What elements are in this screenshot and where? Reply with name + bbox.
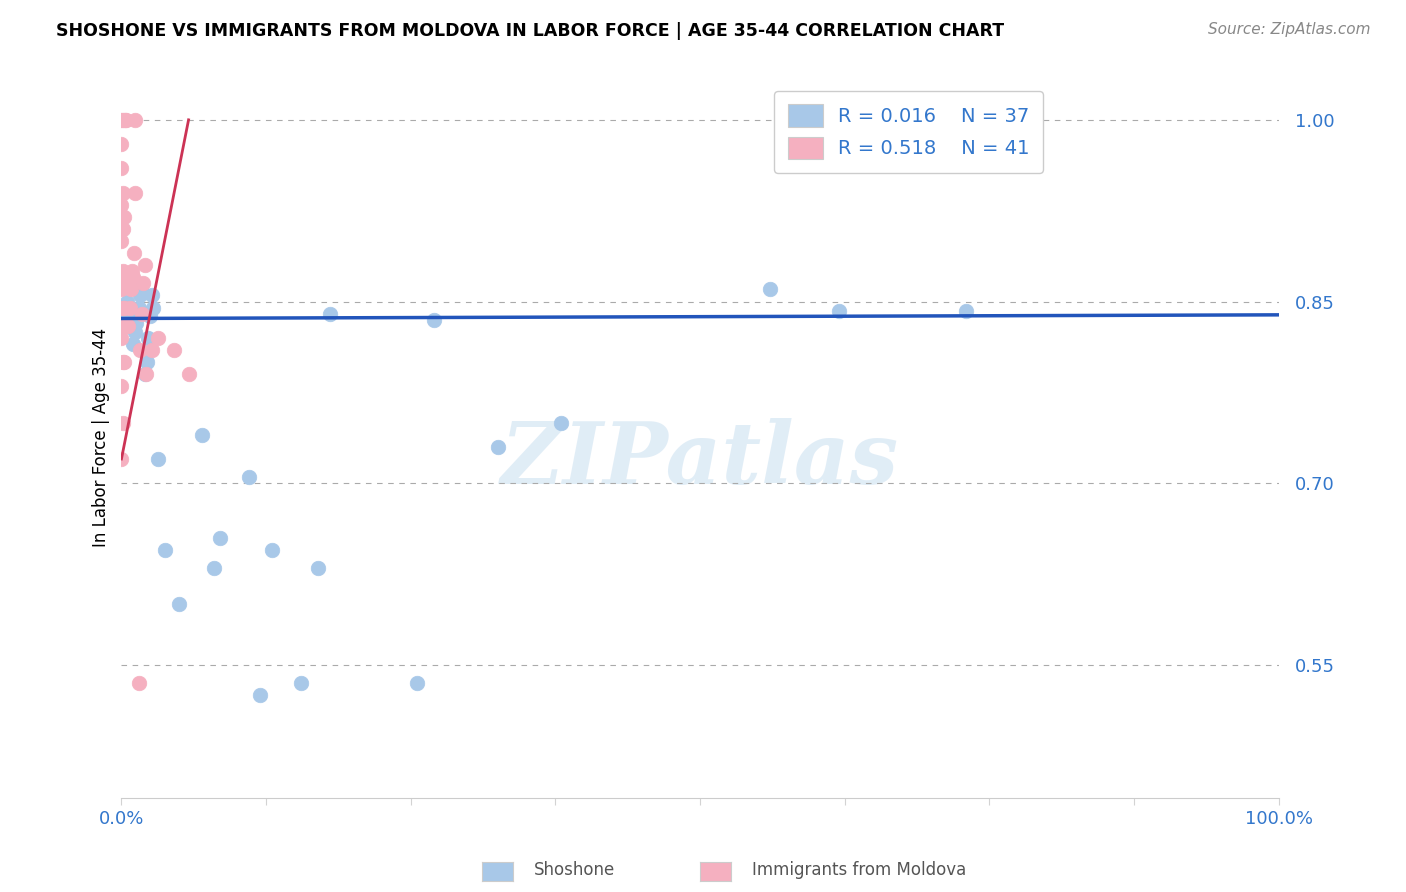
Point <box>122 246 145 260</box>
Point <box>202 561 225 575</box>
Point <box>208 531 231 545</box>
Point <box>117 318 139 333</box>
Point <box>128 301 150 315</box>
Point <box>122 270 145 285</box>
Point <box>141 288 163 302</box>
Point <box>111 186 134 200</box>
Point <box>129 288 152 302</box>
Point <box>758 282 780 296</box>
Point <box>828 304 851 318</box>
Point <box>132 277 155 291</box>
Point <box>110 112 132 127</box>
Text: Source: ZipAtlas.com: Source: ZipAtlas.com <box>1208 22 1371 37</box>
Point <box>115 307 138 321</box>
Point <box>135 368 157 382</box>
Point <box>955 304 977 318</box>
Point <box>131 307 153 321</box>
Point <box>112 355 135 369</box>
Point <box>112 312 135 326</box>
Text: SHOSHONE VS IMMIGRANTS FROM MOLDOVA IN LABOR FORCE | AGE 35-44 CORRELATION CHART: SHOSHONE VS IMMIGRANTS FROM MOLDOVA IN L… <box>56 22 1004 40</box>
Point <box>405 676 427 690</box>
Y-axis label: In Labor Force | Age 35-44: In Labor Force | Age 35-44 <box>93 328 110 548</box>
Point <box>111 112 134 127</box>
Point <box>115 294 138 309</box>
Point <box>110 161 132 176</box>
Point <box>238 470 260 484</box>
Point <box>114 270 136 285</box>
Point <box>128 676 150 690</box>
Point <box>111 222 134 236</box>
Point <box>110 379 132 393</box>
Point <box>118 301 141 315</box>
Point <box>139 309 162 323</box>
Point <box>115 112 138 127</box>
Point <box>486 440 509 454</box>
Point <box>110 331 132 345</box>
Point <box>191 427 214 442</box>
Point <box>111 301 134 315</box>
Point <box>423 312 446 326</box>
Point <box>162 343 184 357</box>
Point <box>112 210 135 224</box>
Text: Immigrants from Moldova: Immigrants from Moldova <box>752 861 966 879</box>
Point <box>134 258 156 272</box>
Point <box>135 355 157 369</box>
Point <box>124 112 146 127</box>
Point <box>122 337 145 351</box>
Point <box>307 561 329 575</box>
Point <box>110 234 132 248</box>
Point <box>114 318 136 333</box>
Point <box>110 197 132 211</box>
Point <box>111 416 134 430</box>
Point <box>136 331 159 345</box>
Point <box>177 368 200 382</box>
Point <box>111 264 134 278</box>
Point <box>129 282 152 296</box>
Point <box>124 325 146 339</box>
Point <box>114 112 136 127</box>
Point <box>141 343 163 357</box>
Point <box>155 542 177 557</box>
Point <box>169 598 191 612</box>
Point <box>148 452 170 467</box>
Text: ZIPatlas: ZIPatlas <box>501 417 900 501</box>
Point <box>550 416 572 430</box>
Text: Shoshone: Shoshone <box>534 861 616 879</box>
Point <box>114 301 136 315</box>
Point <box>260 542 283 557</box>
Point <box>125 307 148 321</box>
Point <box>110 137 132 152</box>
Legend: R = 0.016    N = 37, R = 0.518    N = 41: R = 0.016 N = 37, R = 0.518 N = 41 <box>775 91 1043 173</box>
Point <box>120 282 142 296</box>
Point <box>110 452 132 467</box>
Point <box>112 301 135 315</box>
Point <box>148 331 170 345</box>
Point <box>129 343 152 357</box>
Point <box>249 688 271 702</box>
Point <box>110 282 132 296</box>
Point <box>134 368 156 382</box>
Point <box>125 316 148 330</box>
Point <box>111 355 134 369</box>
Point <box>319 307 342 321</box>
Point <box>124 186 146 200</box>
Point <box>121 264 143 278</box>
Point <box>142 301 165 315</box>
Point <box>115 301 138 315</box>
Point <box>290 676 312 690</box>
